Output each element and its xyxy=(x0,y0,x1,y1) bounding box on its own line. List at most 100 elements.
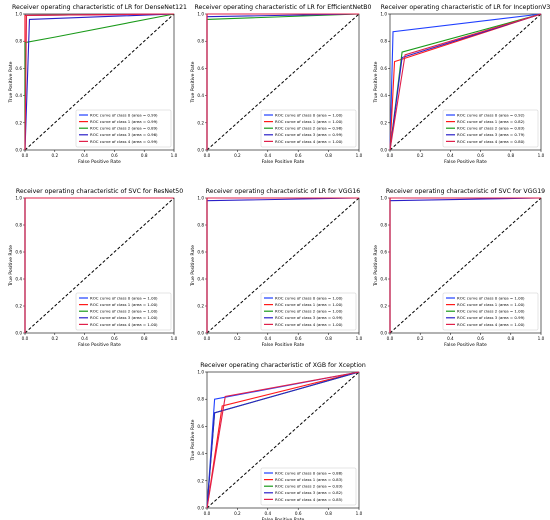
legend: ROC curve of class 0 (area = 0.99) ROC cu… xyxy=(75,109,172,148)
x-tick-label: 0.0 xyxy=(22,336,29,341)
roc-panel-5: Receiver operating characteristic of LR … xyxy=(190,188,363,348)
x-tick-label: 0.6 xyxy=(477,336,484,341)
legend-box xyxy=(260,467,357,506)
x-tick-label: 0.2 xyxy=(234,336,241,341)
legend: ROC curve of class 0 (area = 0.88) ROC cu… xyxy=(260,467,357,506)
y-tick-label: 1.0 xyxy=(197,12,204,17)
legend-entry: ROC curve of class 3 (area = 0.96) xyxy=(90,132,158,137)
x-tick-label: 0.8 xyxy=(507,336,514,341)
y-tick-label: 0.0 xyxy=(15,331,22,336)
x-tick-label: 0.0 xyxy=(204,511,211,516)
y-tick-label: 0.4 xyxy=(380,93,387,98)
x-tick-label: 0.2 xyxy=(234,153,241,158)
y-tick-label: 0.0 xyxy=(380,148,387,153)
x-tick-label: 0.0 xyxy=(204,153,211,158)
y-tick-label: 0.4 xyxy=(15,93,22,98)
y-tick-label: 0.0 xyxy=(197,331,204,336)
legend: ROC curve of class 0 (area = 1.00) ROC cu… xyxy=(442,292,539,331)
roc-panel-6: Receiver operating characteristic of SVC… xyxy=(373,188,545,348)
y-tick-label: 0.8 xyxy=(197,397,204,402)
x-tick-label: 0.6 xyxy=(295,153,302,158)
x-tick-label: 0.6 xyxy=(295,336,302,341)
x-tick-label: 0.4 xyxy=(447,153,454,158)
legend-entry: ROC curve of class 0 (area = 0.99) xyxy=(90,112,158,117)
y-tick-label: 0.0 xyxy=(15,148,22,153)
y-tick-label: 0.6 xyxy=(197,66,204,71)
x-axis-label: False Positive Rate xyxy=(78,342,121,348)
y-tick-label: 0.6 xyxy=(15,250,22,255)
chart-title: Receiver operating characteristic of SVC… xyxy=(386,188,545,195)
x-tick-label: 0.4 xyxy=(264,153,271,158)
y-tick-label: 0.2 xyxy=(15,304,22,309)
roc-panel-7: Receiver operating characteristic of XGB… xyxy=(190,362,366,520)
y-axis-label: True Positive Rate xyxy=(8,245,14,287)
x-tick-label: 0.2 xyxy=(417,336,424,341)
y-tick-label: 0.6 xyxy=(15,66,22,71)
y-tick-label: 0.6 xyxy=(380,250,387,255)
chance-diagonal xyxy=(24,197,175,334)
x-tick-label: 1.0 xyxy=(356,336,363,341)
x-tick-label: 0.4 xyxy=(81,336,88,341)
y-axis-label: True Positive Rate xyxy=(373,245,379,287)
x-tick-label: 0.0 xyxy=(22,153,29,158)
legend: ROC curve of class 0 (area = 1.00) ROC cu… xyxy=(260,109,357,148)
chart-title: Receiver operating characteristic of LR … xyxy=(381,4,550,11)
roc-panel-3: Receiver operating characteristic of LR … xyxy=(373,4,550,165)
legend-box xyxy=(442,109,539,148)
y-tick-label: 0.0 xyxy=(380,331,387,336)
legend-entry: ROC curve of class 1 (area = 1.00) xyxy=(275,302,343,307)
y-tick-label: 1.0 xyxy=(197,370,204,375)
legend-entry: ROC curve of class 0 (area = 1.00) xyxy=(90,295,158,300)
legend-entry: ROC curve of class 1 (area = 0.82) xyxy=(457,119,525,124)
y-tick-label: 0.6 xyxy=(197,250,204,255)
legend-entry: ROC curve of class 4 (area = 1.00) xyxy=(275,322,343,327)
x-tick-label: 0.2 xyxy=(234,511,241,516)
y-tick-label: 0.2 xyxy=(197,478,204,483)
x-axis-label: False Positive Rate xyxy=(78,159,121,165)
y-tick-label: 0.8 xyxy=(15,223,22,228)
legend-entry: ROC curve of class 0 (area = 0.88) xyxy=(275,470,343,475)
y-tick-label: 1.0 xyxy=(197,196,204,201)
y-tick-label: 0.8 xyxy=(197,223,204,228)
y-tick-label: 1.0 xyxy=(15,196,22,201)
roc-panel-4: Receiver operating characteristic of SVC… xyxy=(8,188,183,348)
legend-entry: ROC curve of class 2 (area = 0.83) xyxy=(275,484,343,489)
chart-title: Receiver operating characteristic of LR … xyxy=(195,4,372,11)
roc-series-line-0 xyxy=(389,13,542,151)
roc-series-line-3 xyxy=(389,13,542,151)
y-tick-label: 0.8 xyxy=(15,39,22,44)
y-tick-label: 0.2 xyxy=(380,304,387,309)
legend-entry: ROC curve of class 2 (area = 0.83) xyxy=(457,126,525,131)
legend-entry: ROC curve of class 3 (area = 0.82) xyxy=(275,490,343,495)
legend-entry: ROC curve of class 0 (area = 1.00) xyxy=(275,112,343,117)
legend: ROC curve of class 0 (area = 1.00) ROC cu… xyxy=(260,292,357,331)
y-axis-label: True Positive Rate xyxy=(8,61,14,103)
y-tick-label: 0.0 xyxy=(197,148,204,153)
y-tick-label: 0.4 xyxy=(380,277,387,282)
chance-diagonal xyxy=(206,371,360,509)
plot-frame xyxy=(389,13,542,151)
chart-title: Receiver operating characteristic of SVC… xyxy=(16,188,183,195)
plot-frame xyxy=(206,371,360,509)
legend-entry: ROC curve of class 1 (area = 0.99) xyxy=(90,119,158,124)
legend-entry: ROC curve of class 4 (area = 0.99) xyxy=(90,139,158,144)
legend-entry: ROC curve of class 2 (area = 0.98) xyxy=(275,126,343,131)
x-tick-label: 0.6 xyxy=(111,336,118,341)
y-tick-label: 1.0 xyxy=(15,12,22,17)
chance-diagonal xyxy=(389,13,542,151)
legend-entry: ROC curve of class 0 (area = 0.92) xyxy=(457,112,525,117)
y-tick-label: 0.2 xyxy=(15,120,22,125)
roc-series-line-4 xyxy=(206,197,359,333)
roc-series-line-4 xyxy=(206,13,359,150)
x-tick-label: 0.2 xyxy=(417,153,424,158)
x-tick-label: 0.8 xyxy=(507,153,514,158)
y-tick-label: 0.2 xyxy=(197,304,204,309)
legend-entry: ROC curve of class 2 (area = 1.00) xyxy=(275,309,343,314)
legend-entry: ROC curve of class 1 (area = 1.00) xyxy=(457,302,525,307)
legend-entry: ROC curve of class 2 (area = 0.89) xyxy=(90,126,158,131)
legend-box xyxy=(75,109,172,148)
legend: ROC curve of class 0 (area = 1.00) ROC cu… xyxy=(75,292,172,331)
legend-entry: ROC curve of class 3 (area = 0.99) xyxy=(275,132,343,137)
legend-entry: ROC curve of class 3 (area = 0.99) xyxy=(457,315,525,320)
x-tick-label: 0.8 xyxy=(325,153,332,158)
